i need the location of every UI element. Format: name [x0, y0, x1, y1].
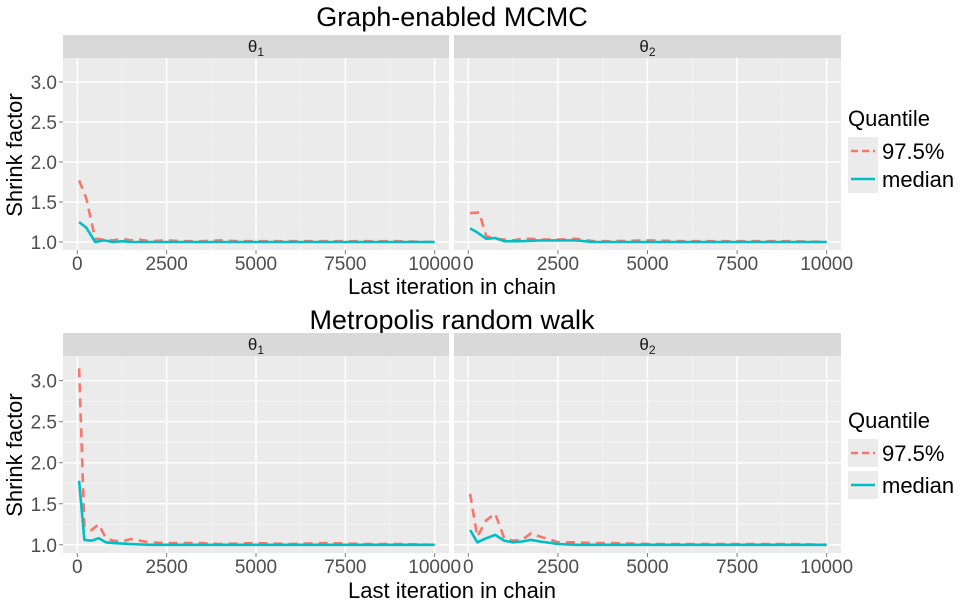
x-tick-label: 10000 — [408, 557, 461, 578]
x-tick-label: 2500 — [537, 254, 579, 275]
y-tick-label: 3.0 — [31, 73, 57, 94]
facet-strip — [454, 333, 841, 356]
x-tick-label: 0 — [463, 254, 474, 275]
facet-strip-label: θ2 — [639, 335, 655, 357]
x-tick-label: 0 — [72, 254, 83, 275]
x-tick-label: 0 — [463, 557, 474, 578]
facet-panel-1: θ1 0 2500 5000 7500 10000 — [63, 35, 461, 275]
legend-label: 97.5% — [882, 441, 944, 466]
x-tick-label: 5000 — [235, 557, 277, 578]
y-axis-title: Shrink factor — [2, 93, 27, 217]
facet-panel-2: θ2 0 2500 5000 7500 10000 — [454, 333, 853, 578]
x-tick-label: 10000 — [800, 254, 853, 275]
y-tick-label: 2.0 — [31, 454, 57, 475]
series-line-median — [78, 220, 435, 244]
x-axis-title: Last iteration in chain — [348, 274, 556, 299]
x-tick-label: 10000 — [800, 557, 853, 578]
legend-label: median — [882, 473, 954, 498]
facet-panel-2: θ2 0 2500 5000 7500 10000 — [454, 35, 853, 275]
facet-strip — [63, 35, 449, 58]
chart-title: Graph-enabled MCMC — [316, 2, 588, 32]
chart-1: Graph-enabled MCMC Shrink factor Last iter… — [2, 2, 954, 299]
x-tick-label: 2500 — [146, 254, 188, 275]
series-line-quantile-97-5 — [77, 368, 435, 547]
legend-label: 97.5% — [882, 139, 944, 164]
x-tick-label: 7500 — [716, 254, 758, 275]
facet-strip-label: θ1 — [248, 335, 264, 357]
chart-title: Metropolis random walk — [309, 305, 595, 335]
x-tick-label: 7500 — [324, 254, 366, 275]
x-tick-label: 2500 — [537, 557, 579, 578]
series-line-median — [468, 529, 827, 547]
series-line-median — [77, 480, 435, 547]
legend-title: Quantile — [848, 106, 930, 131]
y-tick-label: 1.5 — [31, 495, 57, 516]
y-axis-title: Shrink factor — [2, 393, 27, 517]
y-tick-label: 2.5 — [31, 413, 57, 434]
series-line-quantile-97-5 — [468, 493, 827, 547]
y-tick-label: 1.0 — [31, 536, 57, 557]
x-tick-label: 5000 — [626, 557, 668, 578]
x-tick-label: 5000 — [626, 254, 668, 275]
y-tick-label: 1.0 — [31, 233, 57, 254]
chart-2: Metropolis random walk Shrink factor Last … — [2, 305, 954, 603]
facet-strip-label: θ2 — [639, 37, 655, 59]
x-tick-label: 0 — [72, 557, 83, 578]
facet-panel-1: θ1 0 2500 5000 7500 10000 — [63, 333, 461, 578]
facet-strip — [454, 35, 841, 58]
x-axis-title: Last iteration in chain — [348, 578, 556, 603]
x-tick-label: 7500 — [716, 557, 758, 578]
legend-label: median — [882, 167, 954, 192]
y-tick-label: 1.5 — [31, 193, 57, 214]
legend: Quantile 97.5% median — [848, 408, 954, 499]
facet-strip-label: θ1 — [248, 37, 264, 59]
x-tick-label: 2500 — [146, 557, 188, 578]
legend-title: Quantile — [848, 408, 930, 433]
x-tick-label: 7500 — [324, 557, 366, 578]
x-tick-label: 10000 — [408, 254, 461, 275]
series-line-median — [469, 227, 827, 244]
x-tick-label: 5000 — [235, 254, 277, 275]
facet-strip — [63, 333, 449, 356]
legend: Quantile 97.5% median — [848, 106, 954, 193]
y-tick-label: 3.0 — [31, 372, 57, 393]
y-tick-label: 2.5 — [31, 113, 57, 134]
y-tick-label: 2.0 — [31, 153, 57, 174]
